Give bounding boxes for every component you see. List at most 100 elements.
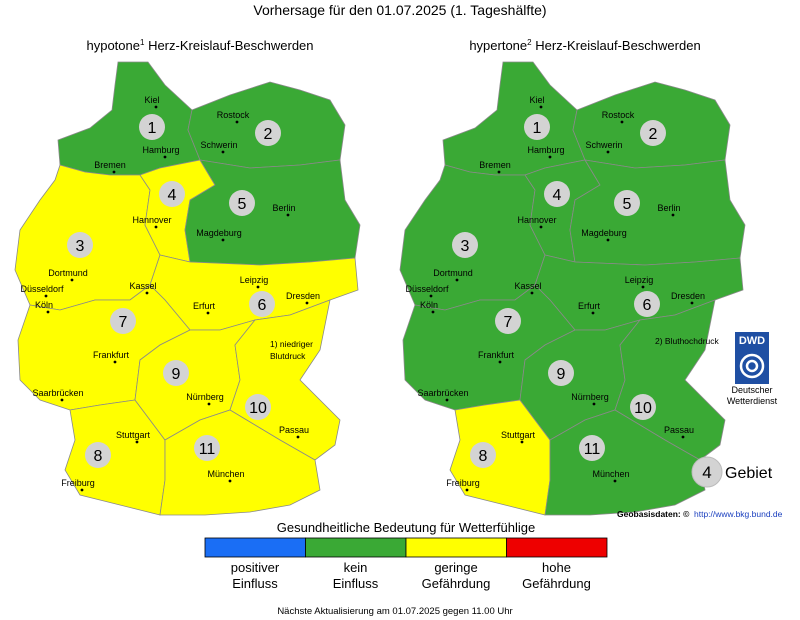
- region-legend-label: Gebiet: [725, 465, 773, 482]
- region-number: 5: [238, 196, 247, 213]
- logo-name: Wetterdienst: [727, 396, 778, 406]
- scale: positiverEinflusskeinEinflussgeringeGefä…: [204, 537, 608, 591]
- city-label: Stuttgart: [116, 430, 151, 440]
- footer: Nächste Aktualisierung am 01.07.2025 geg…: [277, 606, 512, 617]
- region-marker: [194, 435, 220, 461]
- scale-label: positiver: [231, 560, 280, 575]
- map-label: hypertone: [469, 38, 527, 53]
- city-label: Rostock: [602, 110, 635, 120]
- city-label: Kassel: [514, 281, 541, 291]
- source-link[interactable]: http://www.bkg.bund.de: [694, 509, 783, 519]
- map-title: hypotone1 Herz-Kreislauf-Beschwerden: [86, 33, 313, 53]
- region-number: 11: [199, 441, 216, 458]
- map-superscript: 1: [140, 38, 145, 47]
- scale-label: Gefährdung: [422, 576, 491, 591]
- region-number: 3: [76, 238, 85, 255]
- region-marker: [245, 394, 271, 420]
- city-label: Leipzig: [240, 275, 269, 285]
- region-marker: [579, 435, 605, 461]
- city-label: Köln: [420, 300, 438, 310]
- city-dot: [539, 105, 543, 109]
- city-label: Schwerin: [200, 140, 237, 150]
- map-subtitle: Herz-Kreislauf-Beschwerden: [148, 38, 313, 53]
- region-marker: [139, 114, 165, 140]
- city-dot: [455, 278, 459, 282]
- city-label: Frankfurt: [93, 350, 130, 360]
- city-label: Passau: [664, 425, 694, 435]
- region-marker: [67, 232, 93, 258]
- city-label: Nürnberg: [186, 392, 224, 402]
- city-dot: [539, 225, 543, 229]
- scale-title: Gesundheitliche Bedeutung für Wetterfühl…: [277, 520, 535, 535]
- region-number: 1: [533, 120, 542, 137]
- city-label: Hannover: [132, 215, 171, 225]
- city-label: Hamburg: [142, 145, 179, 155]
- page-title: Vorhersage für den 01.07.2025 (1. Tagesh…: [253, 2, 546, 18]
- city-dot: [286, 213, 290, 217]
- city-label: Bremen: [94, 160, 126, 170]
- city-label: Magdeburg: [196, 228, 242, 238]
- city-label: Dortmund: [433, 268, 473, 278]
- region-number: 2: [649, 126, 658, 143]
- city-label: München: [207, 469, 244, 479]
- scale-label: geringe: [434, 560, 477, 575]
- city-dot: [530, 291, 534, 295]
- region-marker: [452, 232, 478, 258]
- city-label: Düsseldorf: [20, 284, 64, 294]
- region-marker: [495, 308, 521, 334]
- city-label: München: [592, 469, 629, 479]
- city-label: Frankfurt: [478, 350, 515, 360]
- city-dot: [429, 294, 433, 298]
- city-label: Freiburg: [446, 478, 480, 488]
- region-marker: [159, 181, 185, 207]
- city-label: Magdeburg: [581, 228, 627, 238]
- region: [544, 409, 706, 516]
- city-dot: [497, 170, 501, 174]
- city-label: Kiel: [529, 95, 544, 105]
- city-dot: [606, 150, 610, 154]
- city-label: Erfurt: [193, 301, 216, 311]
- map-subtitle: Herz-Kreislauf-Beschwerden: [535, 38, 700, 53]
- region-number: 5: [623, 196, 632, 213]
- city-label: Köln: [35, 300, 53, 310]
- region-legend-circle: [691, 456, 723, 488]
- city-dot: [641, 285, 645, 289]
- city-label: Dortmund: [48, 268, 88, 278]
- region-marker: [634, 291, 660, 317]
- city-label: Berlin: [657, 203, 680, 213]
- city-dot: [620, 120, 624, 124]
- city-label: Kiel: [144, 95, 159, 105]
- region-number: 6: [258, 297, 267, 314]
- region-legend-number: 4: [702, 463, 711, 482]
- city-dot: [256, 285, 260, 289]
- logo-box: [735, 332, 769, 384]
- city-label: Passau: [279, 425, 309, 435]
- region-number: 4: [553, 187, 562, 204]
- city-dot: [44, 294, 48, 298]
- source-label: Geobasisdaten: ©: [617, 509, 690, 519]
- map-label: hypotone: [86, 38, 140, 53]
- scale-box: [405, 537, 507, 558]
- city-dot: [113, 360, 117, 364]
- city-dot: [235, 120, 239, 124]
- city-dot: [591, 311, 595, 315]
- city-label: Berlin: [272, 203, 295, 213]
- city-label: Hannover: [517, 215, 556, 225]
- region: [229, 299, 341, 461]
- city-dot: [520, 440, 524, 444]
- city-label: Dresden: [286, 291, 320, 301]
- region-number: 10: [249, 400, 267, 417]
- scale-label: Einfluss: [333, 576, 379, 591]
- city-dot: [613, 479, 617, 483]
- region: [534, 254, 744, 331]
- city-label: Saarbrücken: [417, 388, 468, 398]
- region: [159, 409, 321, 516]
- map-superscript: 2: [527, 38, 532, 47]
- region: [442, 61, 586, 176]
- region-marker: [548, 360, 574, 386]
- city-label: Kassel: [129, 281, 156, 291]
- region-marker: [110, 308, 136, 334]
